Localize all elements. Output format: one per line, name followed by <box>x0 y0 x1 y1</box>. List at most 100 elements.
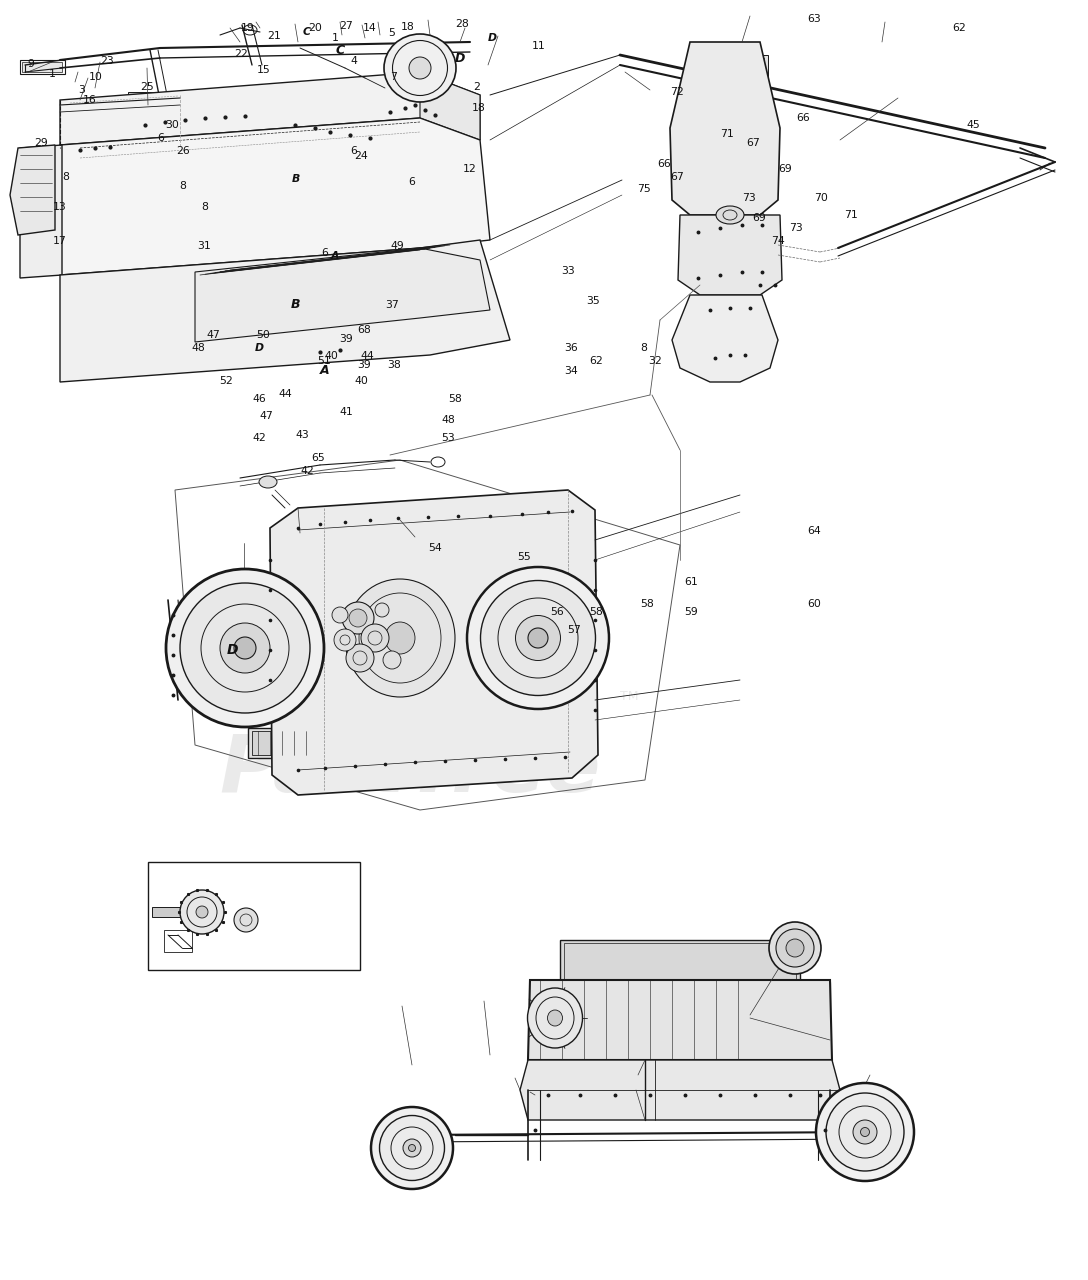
Text: 23: 23 <box>100 56 113 67</box>
Text: 33: 33 <box>561 266 574 276</box>
Text: 47: 47 <box>260 411 273 421</box>
Text: 40: 40 <box>325 351 338 361</box>
Text: 45: 45 <box>967 120 980 131</box>
Text: 15: 15 <box>257 65 270 76</box>
Text: B: B <box>292 174 300 184</box>
Text: B: B <box>290 298 300 311</box>
Text: 34: 34 <box>565 366 578 376</box>
Text: 22: 22 <box>235 49 248 59</box>
Text: 28: 28 <box>456 19 469 29</box>
Ellipse shape <box>342 602 374 634</box>
Ellipse shape <box>259 476 277 488</box>
Text: 24: 24 <box>355 151 368 161</box>
Ellipse shape <box>516 616 560 660</box>
Ellipse shape <box>334 628 356 652</box>
Bar <box>22 61 62 72</box>
Text: 44: 44 <box>279 389 292 399</box>
Text: 46: 46 <box>252 394 265 404</box>
Text: 6: 6 <box>158 133 164 143</box>
Text: 51: 51 <box>318 356 331 366</box>
Text: 17: 17 <box>53 236 66 246</box>
Text: 62: 62 <box>953 23 966 33</box>
Ellipse shape <box>853 1120 877 1144</box>
Text: 39: 39 <box>358 360 371 370</box>
Text: C: C <box>335 44 345 56</box>
Text: A: A <box>331 251 339 261</box>
Bar <box>704 58 764 136</box>
Ellipse shape <box>384 35 456 102</box>
Ellipse shape <box>547 1010 562 1027</box>
Ellipse shape <box>861 1128 869 1137</box>
Ellipse shape <box>481 581 595 695</box>
Text: 57: 57 <box>568 625 581 635</box>
Ellipse shape <box>467 567 609 709</box>
Text: 48: 48 <box>442 415 455 425</box>
Ellipse shape <box>196 906 208 918</box>
Text: 38: 38 <box>387 360 400 370</box>
Text: 70: 70 <box>815 193 828 204</box>
Text: 60: 60 <box>807 599 820 609</box>
Text: 35: 35 <box>586 296 599 306</box>
Polygon shape <box>60 72 480 145</box>
Text: 58: 58 <box>641 599 654 609</box>
Text: 73: 73 <box>790 223 803 233</box>
Bar <box>248 728 327 758</box>
Text: 74: 74 <box>771 236 784 246</box>
Text: 47: 47 <box>207 330 220 340</box>
Text: 75: 75 <box>638 184 651 195</box>
Polygon shape <box>195 248 490 342</box>
Ellipse shape <box>716 206 744 224</box>
Bar <box>560 940 800 982</box>
Text: 26: 26 <box>176 146 189 156</box>
Text: 13: 13 <box>53 202 66 212</box>
Ellipse shape <box>528 628 548 648</box>
Text: 40: 40 <box>355 376 368 387</box>
Text: 36: 36 <box>565 343 578 353</box>
Ellipse shape <box>528 988 582 1048</box>
Text: 18: 18 <box>472 102 485 113</box>
Text: 21: 21 <box>268 31 281 41</box>
Text: 8: 8 <box>180 180 186 191</box>
Ellipse shape <box>220 623 270 673</box>
Text: 54: 54 <box>429 543 442 553</box>
Ellipse shape <box>371 1107 453 1189</box>
Text: 62: 62 <box>590 356 603 366</box>
Polygon shape <box>270 490 598 795</box>
Text: PartTree: PartTree <box>220 731 601 809</box>
Text: 42: 42 <box>252 433 265 443</box>
Ellipse shape <box>166 570 324 727</box>
Text: 9: 9 <box>27 59 34 69</box>
Ellipse shape <box>180 890 224 934</box>
Text: A: A <box>320 364 330 376</box>
Polygon shape <box>60 118 490 275</box>
Text: 65: 65 <box>311 453 324 463</box>
Ellipse shape <box>346 644 374 672</box>
Text: 6: 6 <box>321 248 327 259</box>
Text: 8: 8 <box>641 343 647 353</box>
Text: 4: 4 <box>350 56 357 67</box>
Text: 1: 1 <box>332 33 338 44</box>
Text: 20: 20 <box>309 23 322 33</box>
Ellipse shape <box>234 908 258 932</box>
Ellipse shape <box>385 622 415 654</box>
Text: 2: 2 <box>473 82 480 92</box>
Ellipse shape <box>826 1093 904 1171</box>
Bar <box>128 92 158 104</box>
Text: 48: 48 <box>191 343 205 353</box>
Text: 10: 10 <box>89 72 102 82</box>
Text: 3: 3 <box>78 84 85 95</box>
Text: 30: 30 <box>165 120 178 131</box>
Text: 73: 73 <box>742 193 755 204</box>
Ellipse shape <box>332 607 348 623</box>
Text: 67: 67 <box>670 172 683 182</box>
Text: 55: 55 <box>518 552 531 562</box>
Bar <box>148 861 360 970</box>
Text: 11: 11 <box>532 41 545 51</box>
Text: 29: 29 <box>35 138 48 148</box>
Bar <box>532 982 830 1059</box>
Text: 64: 64 <box>807 526 820 536</box>
Polygon shape <box>520 1060 840 1120</box>
Polygon shape <box>670 42 780 215</box>
Text: 63: 63 <box>807 14 820 24</box>
Text: 71: 71 <box>844 210 857 220</box>
